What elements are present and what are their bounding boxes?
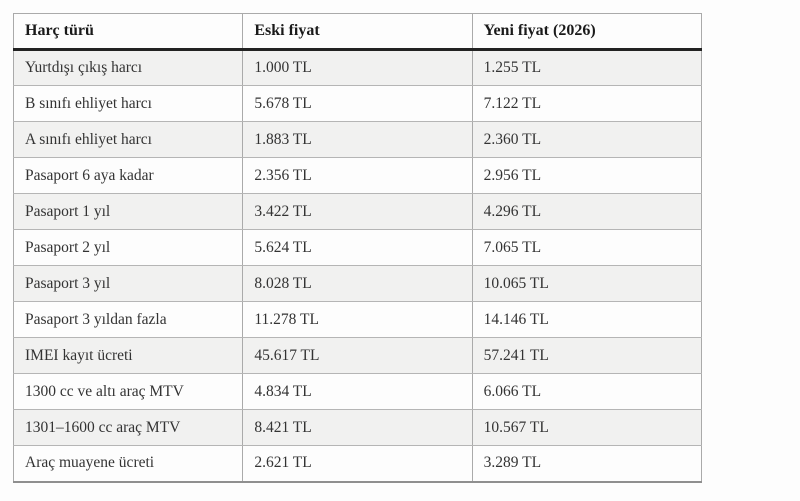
fee-type-cell: 1301–1600 cc araç MTV xyxy=(12,409,244,446)
new-price-cell: 4.296 TL xyxy=(471,193,703,230)
new-price-cell: 1.255 TL xyxy=(471,49,703,86)
header-row: Harç türü Eski fiyat Yeni fiyat (2026) xyxy=(12,13,703,51)
fees-table: Harç türü Eski fiyat Yeni fiyat (2026) Y… xyxy=(12,13,703,483)
fee-type-cell: 1300 cc ve altı araç MTV xyxy=(12,373,244,410)
table-row: Pasaport 3 yıl 8.028 TL 10.065 TL xyxy=(12,265,703,302)
fee-type-cell: Pasaport 1 yıl xyxy=(12,193,244,230)
table-row: Yurtdışı çıkış harcı 1.000 TL 1.255 TL xyxy=(12,49,703,86)
old-price-cell: 8.421 TL xyxy=(242,409,473,446)
table-row: 1300 cc ve altı araç MTV 4.834 TL 6.066 TL xyxy=(12,373,703,410)
table-row: Araç muayene ücreti 2.621 TL 3.289 TL xyxy=(12,445,703,483)
fee-type-cell: Pasaport 6 aya kadar xyxy=(12,157,244,194)
new-price-cell: 3.289 TL xyxy=(471,445,703,483)
table-row: B sınıfı ehliyet harcı 5.678 TL 7.122 TL xyxy=(12,85,703,122)
old-price-cell: 11.278 TL xyxy=(242,301,473,338)
old-price-cell: 3.422 TL xyxy=(242,193,473,230)
old-price-cell: 1.000 TL xyxy=(242,49,473,86)
old-price-cell: 5.678 TL xyxy=(242,85,473,122)
new-price-cell: 7.065 TL xyxy=(471,229,703,266)
fee-type-cell: Araç muayene ücreti xyxy=(12,445,244,483)
new-price-cell: 10.065 TL xyxy=(471,265,703,302)
table-row: Pasaport 1 yıl 3.422 TL 4.296 TL xyxy=(12,193,703,230)
old-price-cell: 1.883 TL xyxy=(242,121,473,158)
fee-type-cell: Yurtdışı çıkış harcı xyxy=(12,49,244,86)
old-price-cell: 45.617 TL xyxy=(242,337,473,374)
fee-type-cell: Pasaport 3 yıldan fazla xyxy=(12,301,244,338)
table-row: IMEI kayıt ücreti 45.617 TL 57.241 TL xyxy=(12,337,703,374)
fee-type-cell: B sınıfı ehliyet harcı xyxy=(12,85,244,122)
column-header-new-price: Yeni fiyat (2026) xyxy=(471,13,703,51)
new-price-cell: 10.567 TL xyxy=(471,409,703,446)
new-price-cell: 7.122 TL xyxy=(471,85,703,122)
column-header-old-price: Eski fiyat xyxy=(242,13,473,51)
old-price-cell: 5.624 TL xyxy=(242,229,473,266)
old-price-cell: 4.834 TL xyxy=(242,373,473,410)
new-price-cell: 6.066 TL xyxy=(471,373,703,410)
new-price-cell: 14.146 TL xyxy=(471,301,703,338)
column-header-fee-type: Harç türü xyxy=(12,13,244,51)
old-price-cell: 2.621 TL xyxy=(242,445,473,483)
new-price-cell: 57.241 TL xyxy=(471,337,703,374)
table-row: 1301–1600 cc araç MTV 8.421 TL 10.567 TL xyxy=(12,409,703,446)
table-header: Harç türü Eski fiyat Yeni fiyat (2026) xyxy=(12,13,703,51)
fee-type-cell: A sınıfı ehliyet harcı xyxy=(12,121,244,158)
table-row: Pasaport 3 yıldan fazla 11.278 TL 14.146 T… xyxy=(12,301,703,338)
table-row: Pasaport 6 aya kadar 2.356 TL 2.956 TL xyxy=(12,157,703,194)
table-row: Pasaport 2 yıl 5.624 TL 7.065 TL xyxy=(12,229,703,266)
table-body: Yurtdışı çıkış harcı 1.000 TL 1.255 TL B sı… xyxy=(12,49,703,483)
old-price-cell: 8.028 TL xyxy=(242,265,473,302)
fee-type-cell: IMEI kayıt ücreti xyxy=(12,337,244,374)
fee-type-cell: Pasaport 3 yıl xyxy=(12,265,244,302)
fee-type-cell: Pasaport 2 yıl xyxy=(12,229,244,266)
old-price-cell: 2.356 TL xyxy=(242,157,473,194)
new-price-cell: 2.956 TL xyxy=(471,157,703,194)
table-row: A sınıfı ehliyet harcı 1.883 TL 2.360 TL xyxy=(12,121,703,158)
new-price-cell: 2.360 TL xyxy=(471,121,703,158)
